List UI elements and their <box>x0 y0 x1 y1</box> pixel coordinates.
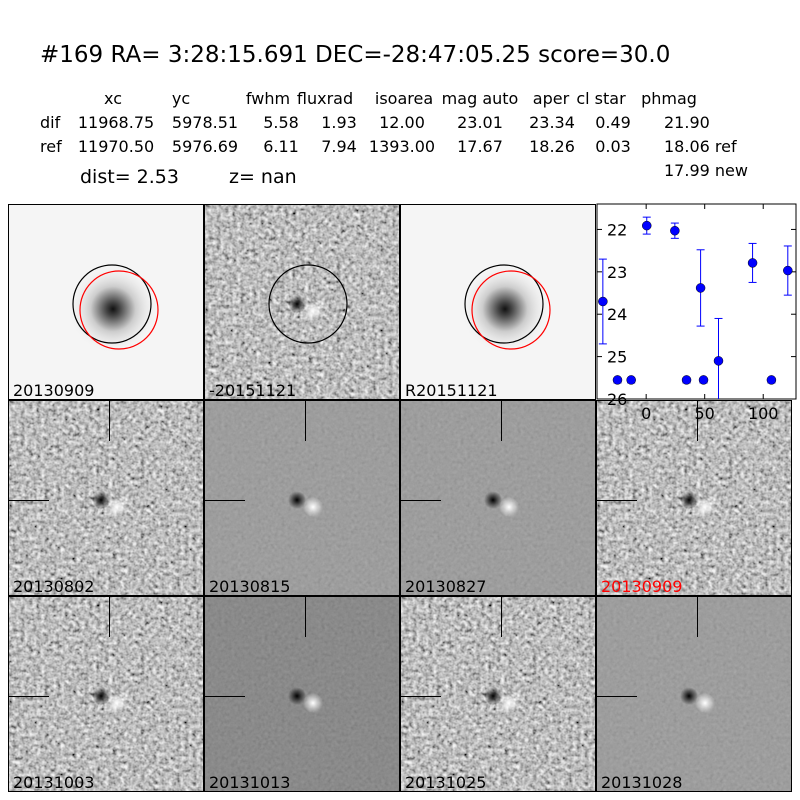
image-cutout: -20151121 <box>204 204 400 400</box>
crosshair-vertical <box>305 401 306 441</box>
phmag-new: 17.99 new <box>664 161 748 180</box>
cutout-date-label: 20131003 <box>13 773 95 792</box>
table-cell: 5978.51 <box>171 113 239 132</box>
row-label: ref <box>40 137 62 156</box>
column-header: isoarea <box>374 89 434 108</box>
cutout-date-label: 20130802 <box>13 577 95 596</box>
y-tick-label: 22 <box>607 220 627 239</box>
crosshair-vertical <box>501 597 502 637</box>
crosshair-vertical <box>501 401 502 441</box>
column-header: phmag <box>641 89 697 108</box>
table-cell: 17.67 <box>457 137 503 156</box>
row-label: dif <box>40 113 61 132</box>
table-cell: 23.01 <box>457 113 503 132</box>
table-cell: 18.26 <box>529 137 575 156</box>
image-cutout: 20130815 <box>204 400 400 596</box>
data-point <box>626 375 636 385</box>
y-tick-label: 25 <box>607 348 627 367</box>
image-cutout: 20130909 <box>596 400 792 596</box>
crosshair-vertical <box>305 597 306 637</box>
image-cutout: 20130909 <box>8 204 204 400</box>
crosshair-horizontal <box>597 500 637 501</box>
table-cell: 1393.00 <box>368 137 436 156</box>
column-header: xc <box>104 89 122 108</box>
table-cell: 18.06 ref <box>664 137 737 156</box>
y-tick-label: 24 <box>607 305 627 324</box>
image-cutout: 20131013 <box>204 596 400 792</box>
table-cell: 1.93 <box>321 113 357 132</box>
page-title: #169 RA= 3:28:15.691 DEC=-28:47:05.25 sc… <box>40 42 671 68</box>
cutout-date-label: 20130815 <box>209 577 291 596</box>
table-cell: 0.49 <box>595 113 631 132</box>
column-header: aper <box>532 89 570 108</box>
table-cell: 0.03 <box>595 137 631 156</box>
data-point <box>766 375 777 385</box>
data-point <box>681 375 692 385</box>
cutout-date-label: 20131028 <box>601 773 683 792</box>
image-cutout: 20130802 <box>8 400 204 596</box>
column-header: cl star <box>576 89 626 108</box>
table-cell: 21.90 <box>664 113 710 132</box>
data-point <box>783 265 793 276</box>
data-point <box>747 258 758 268</box>
table-cell: 11968.75 <box>77 113 155 132</box>
crosshair-vertical <box>697 401 698 441</box>
crosshair-vertical <box>109 401 110 441</box>
cutout-date-label: 20130909 <box>13 381 95 400</box>
data-point <box>713 356 724 366</box>
image-cutout: 20131028 <box>596 596 792 792</box>
z-value: z= nan <box>229 166 297 188</box>
crosshair-horizontal <box>401 696 441 697</box>
image-cutout: 20130827 <box>400 400 596 596</box>
image-cutout: 20131025 <box>400 596 596 792</box>
table-cell: 23.34 <box>529 113 575 132</box>
cutout-date-label: 20131013 <box>209 773 291 792</box>
plot-frame <box>596 203 797 400</box>
table-cell: 5.58 <box>263 113 299 132</box>
data-point <box>598 296 608 307</box>
crosshair-horizontal <box>9 696 49 697</box>
crosshair-horizontal <box>401 500 441 501</box>
image-cutout: 20131003 <box>8 596 204 792</box>
table-cell: 6.11 <box>263 137 299 156</box>
cutout-date-label: R20151121 <box>405 381 498 400</box>
cutout-date-label: 20130909 <box>601 577 683 596</box>
image-cutout: R20151121 <box>400 204 596 400</box>
column-header: fwhm <box>245 89 291 108</box>
table-cell: 5976.69 <box>171 137 239 156</box>
data-point <box>670 225 680 236</box>
data-point <box>612 375 623 385</box>
column-header: yc <box>171 89 191 108</box>
cutout-date-label: 20131025 <box>405 773 487 792</box>
dist-value: dist= 2.53 <box>80 166 179 188</box>
column-header: mag auto <box>441 89 519 108</box>
table-cell: 11970.50 <box>77 137 155 156</box>
table-cell: 7.94 <box>321 137 357 156</box>
crosshair-horizontal <box>205 500 245 501</box>
data-point <box>695 283 706 293</box>
crosshair-vertical <box>697 597 698 637</box>
crosshair-vertical <box>109 597 110 637</box>
crosshair-horizontal <box>9 500 49 501</box>
data-point <box>642 220 652 231</box>
column-header: fluxrad <box>296 89 354 108</box>
y-tick-label: 23 <box>607 263 627 282</box>
data-point <box>698 375 709 385</box>
cutout-date-label: -20151121 <box>209 381 297 400</box>
cutout-date-label: 20130827 <box>405 577 487 596</box>
table-cell: 12.00 <box>379 113 425 132</box>
crosshair-horizontal <box>597 696 637 697</box>
crosshair-horizontal <box>205 696 245 697</box>
